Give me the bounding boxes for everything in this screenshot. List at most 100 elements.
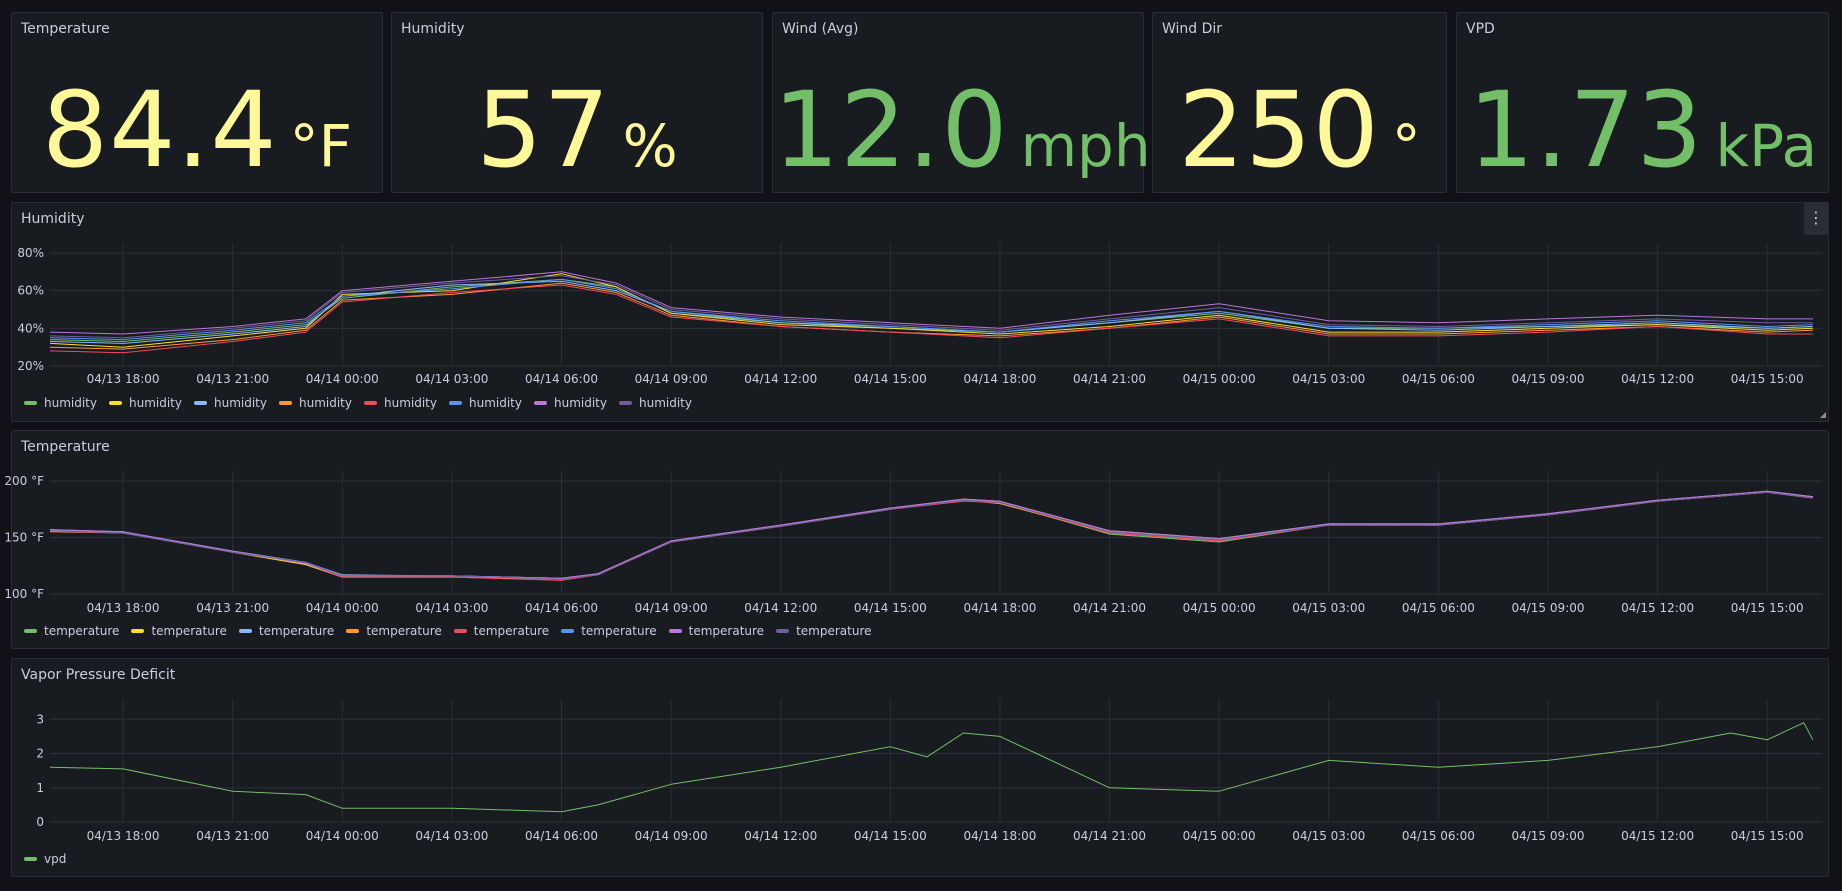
legend-swatch: [364, 401, 377, 405]
legend-swatch: [109, 401, 122, 405]
vertical-dots-icon[interactable]: ⋮: [1804, 203, 1828, 235]
temperature-chart[interactable]: 100 °F 150 °F 200 °F 04/13 18:00 04/13 21:00…: [4, 431, 1830, 650]
legend-item[interactable]: humidity: [534, 396, 607, 410]
legend-swatch: [279, 401, 292, 405]
x-tick-label: 04/14 15:00: [854, 601, 927, 615]
legend-swatch: [131, 629, 145, 633]
legend-label: temperature: [581, 624, 657, 638]
legend-label: temperature: [151, 624, 227, 638]
legend-swatch: [24, 401, 37, 405]
legend-item[interactable]: temperature: [24, 624, 119, 638]
legend-item[interactable]: temperature: [346, 624, 442, 638]
legend-label: humidity: [299, 396, 352, 410]
resize-handle-icon[interactable]: ◢: [1819, 410, 1826, 419]
series-line-humidity-8: [49, 275, 1813, 339]
temperature-timeseries-panel[interactable]: Temperature 100 °F 150 °F 200 °F 04/13 18:0…: [4, 430, 1830, 650]
x-tick-label: 04/15 03:00: [1292, 601, 1365, 615]
series-line-temperature-7: [49, 490, 1813, 579]
stat-panel-humidity[interactable]: Humidity 57%: [391, 12, 763, 193]
legend-item[interactable]: humidity: [449, 396, 522, 410]
x-tick-label: 04/14 03:00: [415, 829, 488, 843]
stat-panel-temperature[interactable]: Temperature 84.4 °F: [11, 12, 383, 193]
vpd-timeseries-panel[interactable]: Vapor Pressure Deficit 0 1 2 3 04/13 18:00 04…: [11, 658, 1829, 877]
legend-item[interactable]: humidity: [279, 396, 352, 410]
legend-item[interactable]: humidity: [109, 396, 182, 410]
x-tick-label: 04/14 06:00: [525, 829, 598, 843]
x-tick-label: 04/14 21:00: [1073, 829, 1146, 843]
legend-item[interactable]: temperature: [238, 624, 335, 638]
x-tick-label: 04/15 06:00: [1402, 829, 1475, 843]
legend-item[interactable]: temperature: [668, 624, 765, 638]
legend-item[interactable]: humidity: [619, 396, 692, 410]
humidity-chart[interactable]: 20% 40% 60% 80% 04/13 18:00 04/13 21:00 04/14 …: [12, 203, 1830, 423]
x-tick-label: 04/14 03:00: [415, 601, 488, 615]
x-tick-label: 04/14 21:00: [1073, 372, 1146, 386]
x-tick-label: 04/15 06:00: [1402, 601, 1475, 615]
legend-item[interactable]: temperature: [776, 624, 872, 638]
x-tick-label: 04/14 12:00: [744, 372, 817, 386]
legend-label: humidity: [44, 396, 97, 410]
y-tick-label: 2: [36, 747, 44, 761]
legend-label: vpd: [44, 852, 67, 866]
x-tick-label: 04/14 09:00: [635, 601, 708, 615]
legend-item[interactable]: humidity: [24, 396, 97, 410]
x-tick-label: 04/14 00:00: [306, 372, 379, 386]
vpd-legend: vpd: [24, 852, 66, 866]
x-tick-label: 04/14 12:00: [744, 829, 817, 843]
stat-panel-vpd[interactable]: VPD 1.73 kPa: [1456, 12, 1829, 193]
legend-item[interactable]: temperature: [453, 624, 550, 638]
legend-swatch: [453, 629, 467, 633]
legend-swatch: [346, 629, 360, 633]
stat-unit: °: [1391, 112, 1421, 180]
legend-label: humidity: [384, 396, 437, 410]
x-tick-label: 04/14 09:00: [635, 829, 708, 843]
legend-label: temperature: [366, 624, 442, 638]
legend-item[interactable]: temperature: [131, 624, 227, 638]
stat-value-row: 84.4 °F: [12, 69, 382, 191]
legend-label: temperature: [473, 624, 550, 638]
legend-label: humidity: [554, 396, 607, 410]
temperature-legend: temperature temperature temperature tempera…: [24, 624, 872, 638]
legend-item[interactable]: vpd: [24, 852, 66, 866]
series-line-humidity-2: [49, 273, 1813, 348]
panel-title: Temperature: [21, 21, 110, 37]
x-tick-label: 04/15 03:00: [1292, 829, 1365, 843]
legend-swatch: [776, 629, 790, 633]
legend-swatch: [24, 857, 37, 861]
legend-swatch: [449, 401, 462, 405]
stat-value: 1.73: [1467, 69, 1704, 191]
y-tick-label: 3: [36, 712, 44, 726]
legend-label: temperature: [44, 624, 120, 638]
x-tick-label: 04/15 09:00: [1511, 372, 1584, 386]
stat-value-row: 57%: [392, 69, 762, 191]
legend-swatch: [619, 401, 632, 405]
legend-swatch: [238, 629, 252, 633]
stat-panel-wind-avg[interactable]: Wind (Avg) 12.0 mph: [772, 12, 1151, 193]
legend-label: temperature: [258, 624, 335, 638]
x-tick-label: 04/14 06:00: [525, 372, 598, 386]
x-tick-label: 04/15 15:00: [1731, 829, 1804, 843]
x-tick-label: 04/15 12:00: [1621, 601, 1694, 615]
stat-panel-wind-dir[interactable]: Wind Dir 250 °: [1152, 12, 1447, 193]
legend-item[interactable]: humidity: [194, 396, 267, 410]
x-tick-label: 04/14 15:00: [854, 829, 927, 843]
legend-item[interactable]: humidity: [364, 396, 437, 410]
y-tick-label: 60%: [17, 284, 44, 298]
stat-unit: kPa: [1715, 112, 1818, 180]
y-tick-label: 200 °F: [4, 474, 44, 488]
legend-label: humidity: [639, 396, 692, 410]
x-tick-label: 04/15 03:00: [1292, 372, 1365, 386]
humidity-timeseries-panel[interactable]: Humidity ⋮ 20% 40% 60% 80% 04/13 18:00 04/13 …: [11, 202, 1829, 422]
stat-value-row: 250 °: [1153, 69, 1446, 191]
legend-label: temperature: [796, 624, 872, 638]
legend-item[interactable]: temperature: [561, 624, 657, 638]
legend-label: humidity: [469, 396, 522, 410]
humidity-legend: humidity humidity humidity humidity humidity…: [24, 396, 692, 410]
legend-label: temperature: [688, 624, 765, 638]
vpd-chart[interactable]: 0 1 2 3 04/13 18:00 04/13 21:00 04/14 00:00 04/…: [12, 659, 1830, 878]
x-tick-label: 04/14 15:00: [854, 372, 927, 386]
series-line-temperature-8: [49, 491, 1813, 580]
x-tick-label: 04/15 12:00: [1621, 372, 1694, 386]
x-tick-label: 04/13 21:00: [196, 601, 269, 615]
stat-unit: %: [622, 112, 678, 180]
